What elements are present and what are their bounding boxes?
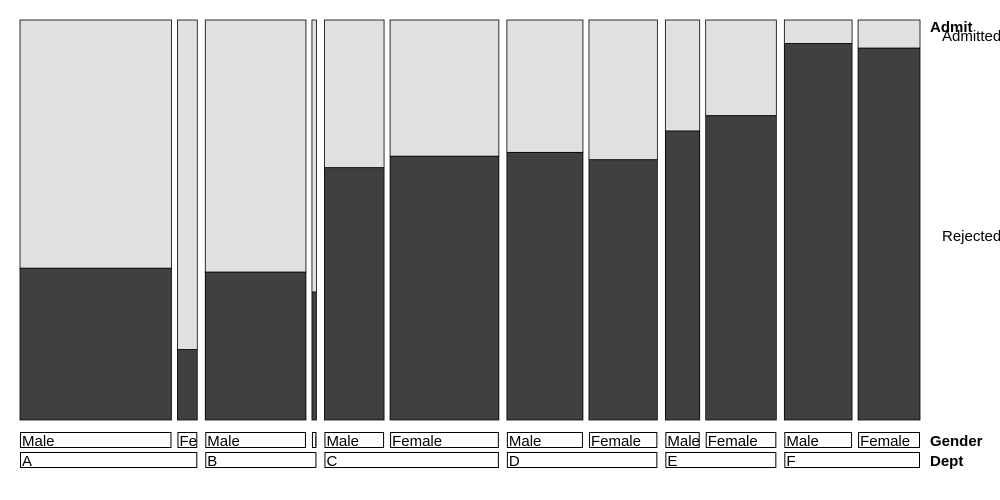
- tile-admitted: [664, 19, 701, 132]
- gender-label: Male: [667, 433, 700, 450]
- tile-rejected: [19, 267, 172, 421]
- tile-rejected: [783, 43, 853, 421]
- tile-rejected: [177, 349, 198, 421]
- tile-admitted: [783, 19, 853, 44]
- gender-label-box: [20, 432, 172, 448]
- dept-label-strip: A B C D E F: [20, 452, 920, 470]
- gender-label: Female: [591, 433, 641, 450]
- dept-label: D: [509, 453, 520, 470]
- gender-label-box: [390, 432, 499, 448]
- dept-label-box: [205, 452, 317, 468]
- dept-label: C: [326, 453, 337, 470]
- tile-rejected: [389, 155, 500, 421]
- gender-label-box: [858, 432, 921, 448]
- gender-label-box: [784, 432, 853, 448]
- tile-admitted: [177, 19, 198, 351]
- dept-label-box: [324, 452, 499, 468]
- dept-label-box: [20, 452, 198, 468]
- dept-label: E: [667, 453, 677, 470]
- admitted-level-label: Admitted: [942, 28, 1000, 45]
- dept-label: F: [786, 453, 795, 470]
- admit-variable-label: Admit: [930, 19, 973, 36]
- gender-label-box: [324, 432, 385, 448]
- gender-label: Male: [509, 433, 542, 450]
- tile-admitted: [311, 19, 317, 293]
- gender-label-box: [588, 432, 658, 448]
- gender-label: Male: [786, 433, 819, 450]
- gender-variable-label: Gender: [930, 433, 983, 450]
- gender-label: Female: [314, 433, 364, 450]
- tile-admitted: [506, 19, 584, 153]
- tile-admitted: [19, 19, 172, 269]
- tile-rejected: [705, 115, 777, 421]
- tile-rejected: [588, 159, 658, 421]
- dept-label-box: [665, 452, 777, 468]
- tile-admitted: [324, 19, 385, 169]
- dept-label: A: [22, 453, 32, 470]
- tile-admitted: [389, 19, 500, 157]
- gender-label: Female: [708, 433, 758, 450]
- rejected-level-label: Rejected: [942, 228, 1000, 245]
- gender-label-box: [705, 432, 777, 448]
- dept-label-box: [784, 452, 920, 468]
- dept-label-box: [506, 452, 658, 468]
- gender-label: Female: [860, 433, 910, 450]
- tile-admitted: [588, 19, 658, 161]
- gender-label-box: [506, 432, 583, 448]
- gender-label: Male: [326, 433, 359, 450]
- tile-admitted: [705, 19, 777, 117]
- tile-admitted: [857, 19, 921, 49]
- gender-label: Female: [392, 433, 442, 450]
- tile-rejected: [324, 167, 385, 421]
- tile-rejected: [857, 47, 921, 421]
- gender-label-box: [205, 432, 306, 448]
- tile-rejected: [311, 291, 317, 421]
- gender-label-strip: MaleFemaleMaleFemaleMaleFemaleMaleFemale…: [20, 432, 921, 450]
- gender-label: Male: [207, 433, 240, 450]
- tile-admitted: [204, 19, 307, 273]
- gender-label: Male: [22, 433, 55, 450]
- tile-rejected: [506, 151, 584, 421]
- dept-label: B: [207, 453, 217, 470]
- gender-label-box: [311, 432, 317, 448]
- tile-rejected: [664, 130, 701, 421]
- gender-label: Female: [179, 433, 229, 450]
- gender-label-box: [177, 432, 198, 448]
- dept-variable-label: Dept: [930, 453, 963, 470]
- tile-rejected: [204, 271, 307, 421]
- mosaic-tiles: [19, 19, 921, 421]
- gender-label-box: [665, 432, 700, 448]
